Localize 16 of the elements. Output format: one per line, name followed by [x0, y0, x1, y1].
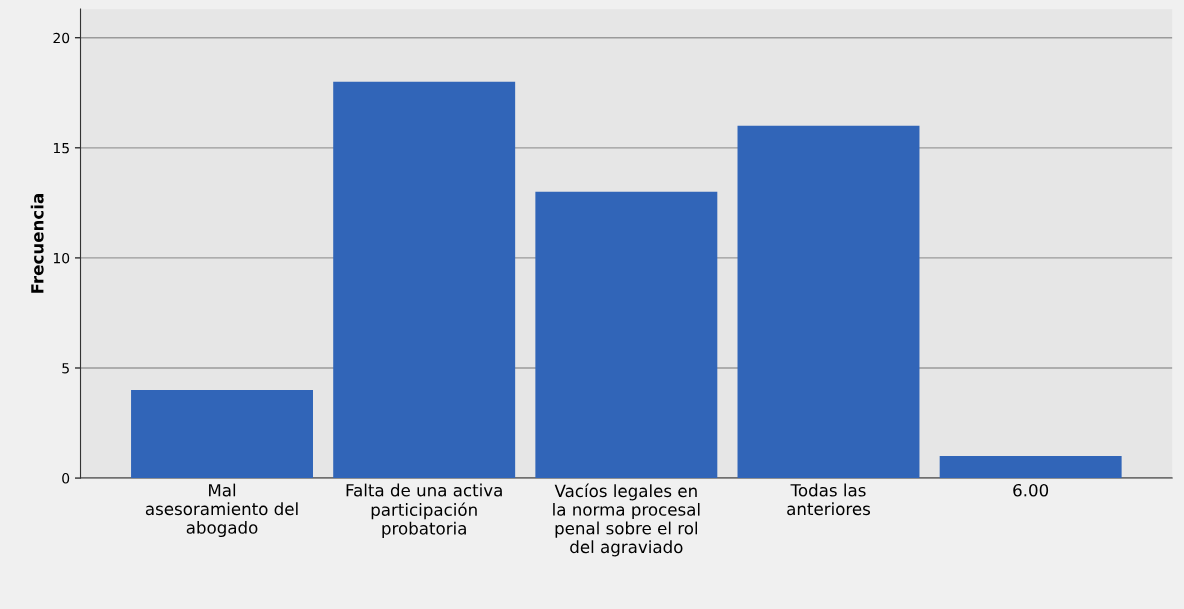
bar: [939, 456, 1122, 479]
bar: [333, 81, 516, 479]
x-tick-label: 6.00: [1013, 483, 1049, 497]
x-tick-label: Mal asesoramiento del abogado: [145, 483, 298, 538]
y-axis-title: Frecuencia: [30, 194, 44, 293]
x-tick-label: Vacíos legales en la norma procesal penal sobre el rol del agraviado: [553, 483, 700, 557]
y-tick-label: 20: [53, 32, 70, 44]
bar: [131, 390, 313, 479]
y-tick-label: 15: [53, 142, 69, 154]
y-tick-label: 5: [62, 363, 69, 374]
x-tick-label: Todas las anteriores: [787, 483, 871, 516]
y-tick-label: 0: [62, 473, 70, 484]
x-tick-label: Falta de una activa participación probatoria: [346, 483, 502, 538]
bar: [535, 191, 718, 479]
y-tick-label: 10: [53, 252, 70, 264]
bar: [737, 125, 920, 479]
